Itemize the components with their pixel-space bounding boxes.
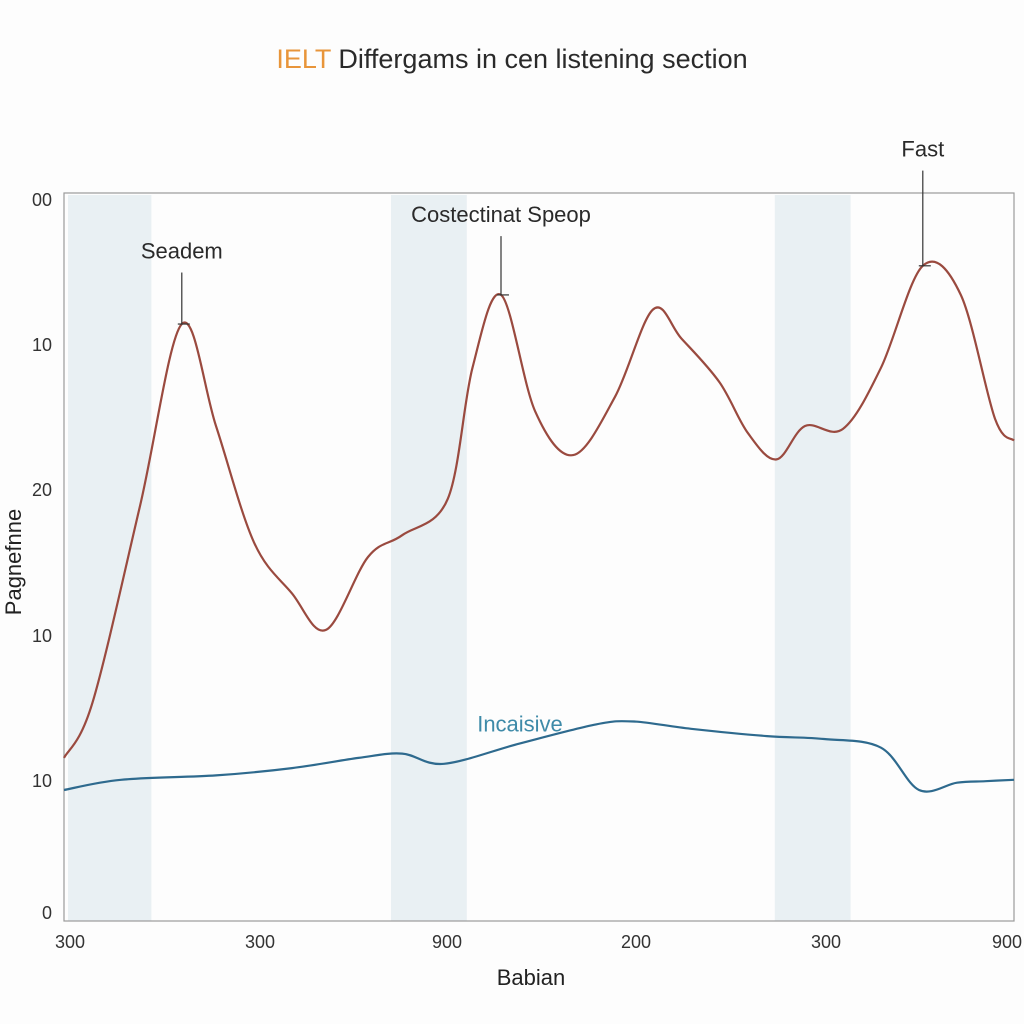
chart-title-accent: IELT [276,44,331,74]
y-tick-label: 00 [32,190,52,210]
y-tick-label: 0 [42,903,52,923]
x-tick-label: 200 [621,932,651,952]
x-tick-label: 900 [432,932,462,952]
y-tick-label: 10 [32,771,52,791]
x-tick-label: 900 [992,932,1022,952]
annotation-label-4: Incaisive [477,712,563,737]
chart-title: IELT Differgams in cen listening section [0,44,1024,75]
annotation-label-1: Seadem [141,239,223,264]
x-tick-label: 300 [811,932,841,952]
shaded-bands [68,195,851,921]
shaded-band-3 [774,195,851,921]
chart-title-main: Differgams in cen listening section [330,44,748,74]
x-tick-label: 300 [55,932,85,952]
y-tick-labels: 00 10 20 10 10 0 [32,190,52,923]
y-tick-label: 10 [32,335,52,355]
y-tick-label: 20 [32,480,52,500]
x-tick-labels: 300 300 900 200 300 900 [55,932,1022,952]
plot-frame [63,192,1015,922]
x-axis-title: Babian [497,965,566,990]
annotation-label-2: Costectinat Speop [411,202,591,227]
annotations-group: Seadem Costectinat Speop Fast Incaisive [141,137,944,737]
shaded-band-2 [391,195,467,921]
shaded-band-1 [68,195,152,921]
y-tick-label: 10 [32,626,52,646]
series-line-2 [63,720,1015,793]
y-axis-title: Pagnefnne [1,509,26,615]
series-line-1 [63,260,1015,759]
x-tick-label: 300 [245,932,275,952]
series-group [63,260,1015,793]
annotation-label-3: Fast [901,137,944,162]
